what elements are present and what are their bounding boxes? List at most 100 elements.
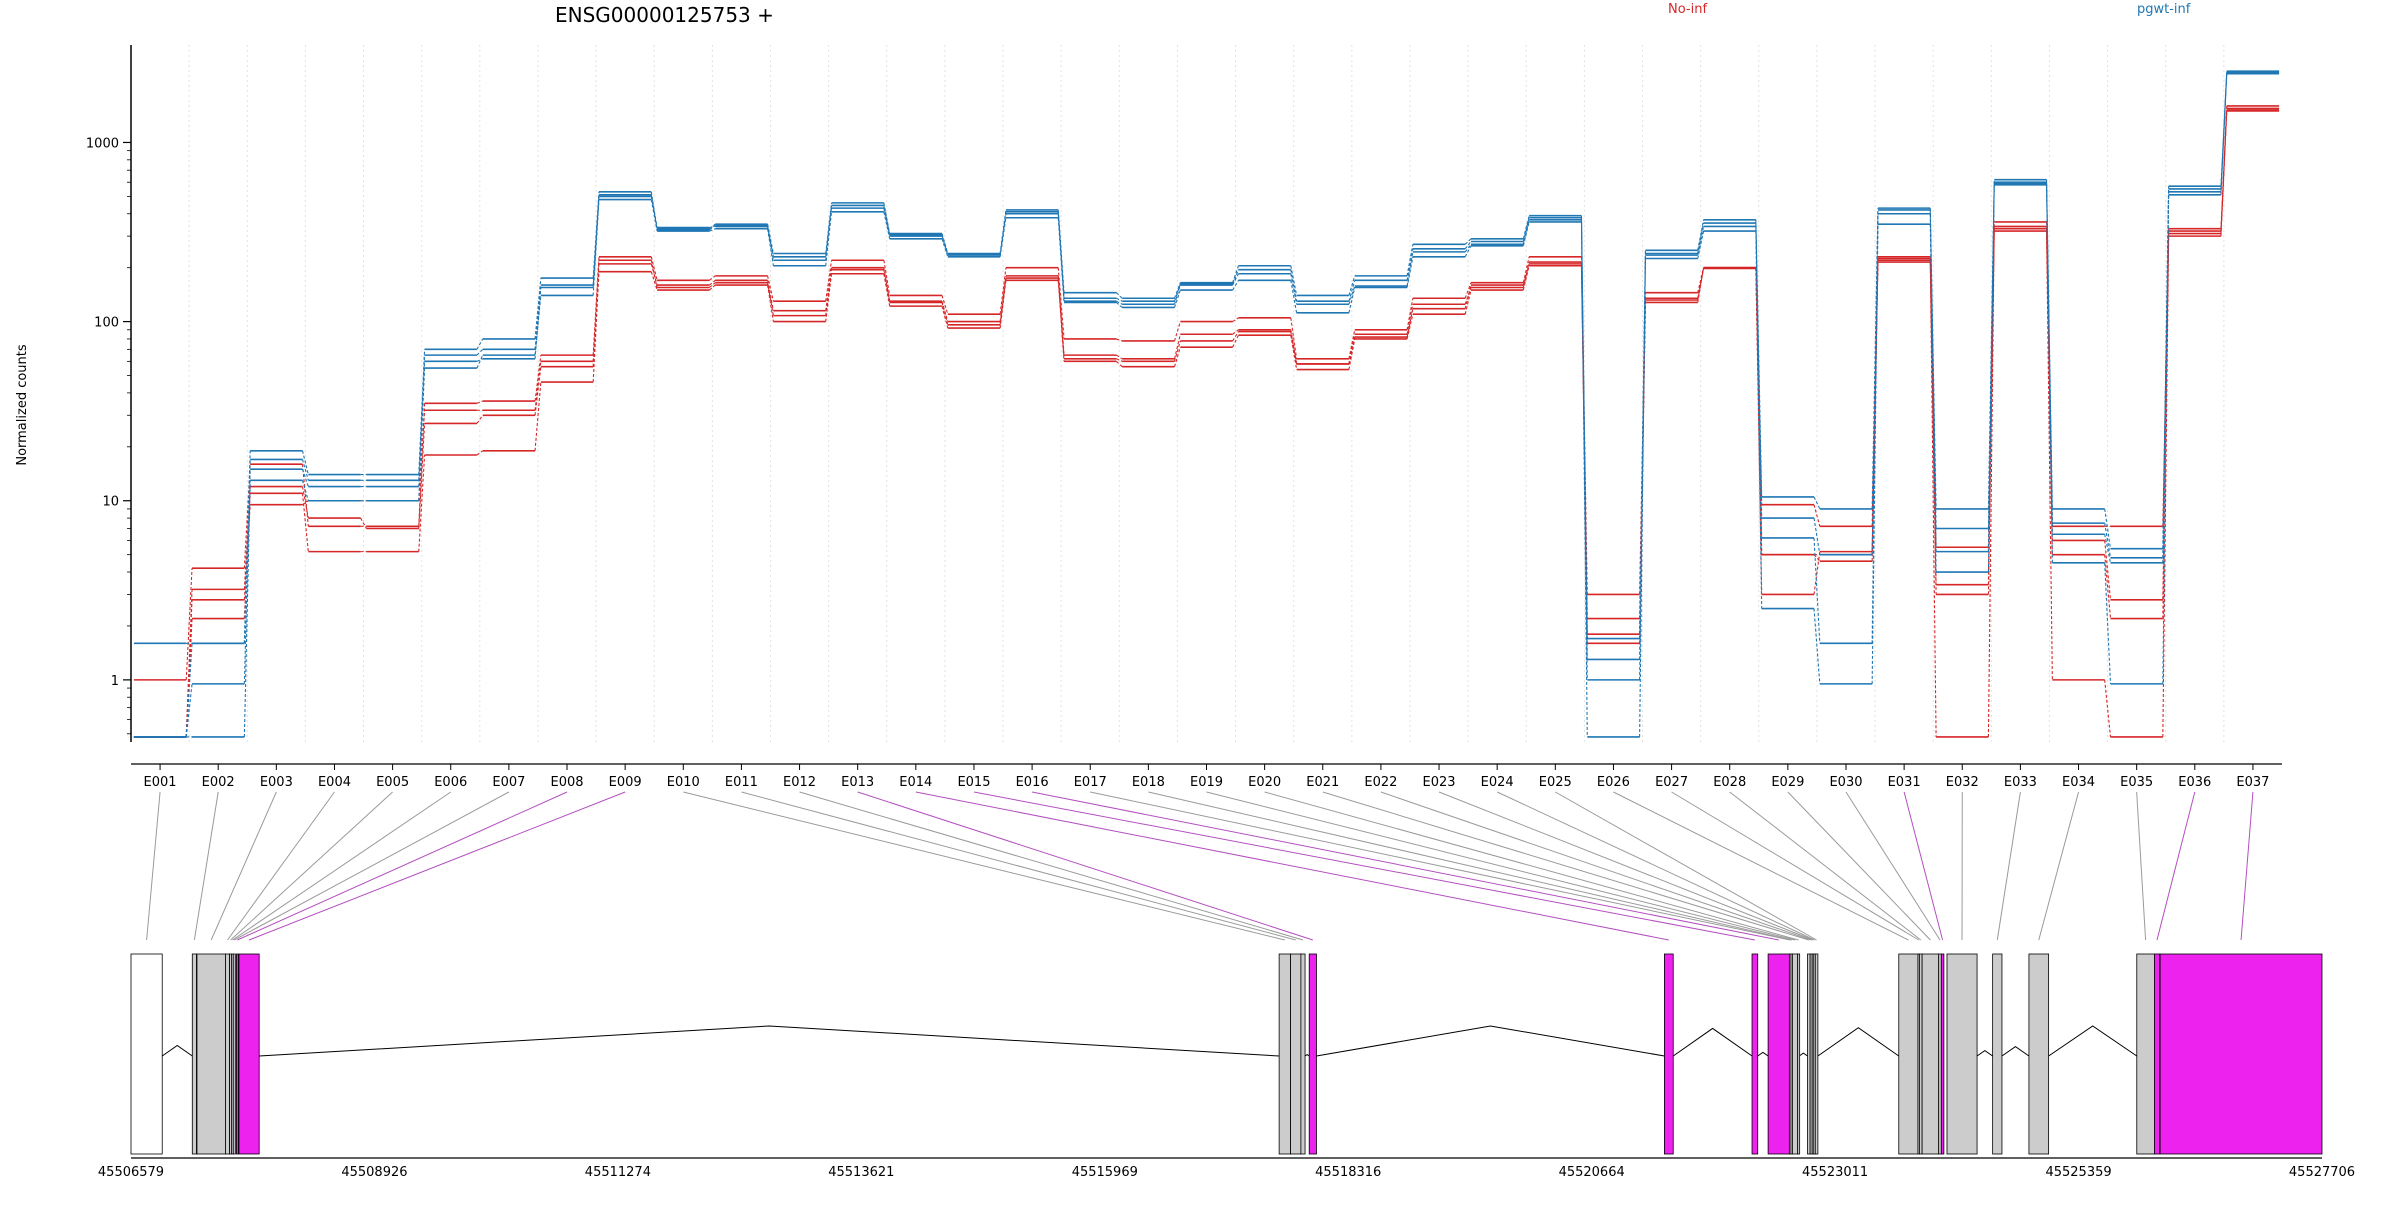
exon-block-e004 <box>225 954 229 1154</box>
intron-line <box>1305 1055 1309 1056</box>
exon-block-e020 <box>1798 954 1800 1154</box>
x-tick-label-e036: E036 <box>2178 775 2211 790</box>
y-tick-label: 100 <box>94 316 119 331</box>
connector-e012 <box>800 792 1303 940</box>
series-pgwt-inf-5 <box>134 73 2279 737</box>
y-tick-label: 10 <box>102 495 119 510</box>
x-tick-label-e015: E015 <box>957 775 990 790</box>
x-tick-label-e003: E003 <box>260 775 293 790</box>
x-tick-label-e008: E008 <box>550 775 583 790</box>
x-tick-label-e001: E001 <box>144 775 177 790</box>
exon-block-e013 <box>1309 954 1316 1154</box>
coord-label: 45515969 <box>1072 1165 1138 1180</box>
connector-e022 <box>1381 792 1811 940</box>
exon-block-e010 <box>1279 954 1290 1154</box>
intron-line <box>2002 1047 2029 1056</box>
connector-e008 <box>237 792 567 940</box>
x-tick-label-e021: E021 <box>1306 775 1339 790</box>
intron-line <box>162 1045 192 1056</box>
connector-e011 <box>741 792 1295 940</box>
connector-e020 <box>1265 792 1799 940</box>
exon-block-e029 <box>1922 954 1939 1154</box>
coord-label: 45525359 <box>2045 1165 2111 1180</box>
connector-e033 <box>1997 792 2020 940</box>
x-tick-label-e016: E016 <box>1016 775 1049 790</box>
connector-e015 <box>974 792 1755 940</box>
x-tick-label-e028: E028 <box>1713 775 1746 790</box>
intron-line <box>1673 1028 1752 1056</box>
connector-e007 <box>234 792 509 940</box>
exon-block-e001 <box>131 954 162 1154</box>
coord-label: 45513621 <box>828 1165 894 1180</box>
connector-e016 <box>1032 792 1779 940</box>
connector-e035 <box>2137 792 2146 940</box>
coord-label: 45523011 <box>1802 1165 1868 1180</box>
x-tick-label-e019: E019 <box>1190 775 1223 790</box>
series-transition <box>186 568 192 680</box>
x-tick-label-e012: E012 <box>783 775 816 790</box>
exon-block-e019 <box>1792 954 1797 1154</box>
intron-line <box>1316 1026 1664 1056</box>
x-tick-label-e006: E006 <box>434 775 467 790</box>
connector-e014 <box>916 792 1669 940</box>
series-pgwt-inf-4 <box>134 71 2279 643</box>
exon-block-e037 <box>2160 954 2322 1154</box>
series-transition <box>1581 218 1587 660</box>
exon-block-e007 <box>233 954 235 1154</box>
connector-e005 <box>231 792 393 940</box>
series-transition <box>535 285 541 349</box>
series-transition <box>1814 538 1820 643</box>
x-tick-label-e032: E032 <box>1946 775 1979 790</box>
connector-e006 <box>232 792 450 940</box>
exon-block-e003 <box>197 954 226 1154</box>
exon-block-e016 <box>1768 954 1789 1154</box>
x-tick-label-e025: E025 <box>1539 775 1572 790</box>
series-no-inf-1 <box>134 108 2279 737</box>
intron-line <box>1977 1051 1993 1056</box>
legend-pgwt-inf: pgwt-inf <box>2137 2 2191 17</box>
series-transition <box>2163 189 2169 558</box>
coord-label: 45506579 <box>98 1165 164 1180</box>
coord-label: 45511274 <box>585 1165 651 1180</box>
x-tick-label-e004: E004 <box>318 775 351 790</box>
x-tick-label-e018: E018 <box>1132 775 1165 790</box>
series-transition <box>1000 212 1006 254</box>
coord-label: 45520664 <box>1559 1165 1625 1180</box>
exon-block-e031 <box>1941 954 1944 1154</box>
exon-block-e036 <box>2154 954 2159 1154</box>
connector-e028 <box>1730 792 1921 940</box>
y-tick-label: 1000 <box>86 136 119 151</box>
connector-e029 <box>1788 792 1931 940</box>
x-tick-label-e010: E010 <box>667 775 700 790</box>
intron-line <box>1758 1052 1768 1056</box>
x-tick-label-e005: E005 <box>376 775 409 790</box>
x-tick-label-e007: E007 <box>492 775 525 790</box>
connector-e023 <box>1439 792 1813 940</box>
x-tick-label-e033: E033 <box>2004 775 2037 790</box>
exon-block-e014 <box>1664 954 1673 1154</box>
connector-e021 <box>1323 792 1809 940</box>
connector-e036 <box>2157 792 2195 940</box>
y-tick-label: 1 <box>111 674 119 689</box>
series-pgwt-inf-6 <box>134 74 2279 737</box>
connector-e024 <box>1497 792 1814 940</box>
x-tick-label-e011: E011 <box>725 775 758 790</box>
connector-e034 <box>2039 792 2079 940</box>
x-tick-label-e002: E002 <box>202 775 235 790</box>
x-tick-label-e014: E014 <box>899 775 932 790</box>
intron-line <box>1818 1028 1899 1056</box>
connector-e002 <box>194 792 218 940</box>
x-tick-label-e017: E017 <box>1074 775 1107 790</box>
x-tick-label-e035: E035 <box>2120 775 2153 790</box>
x-tick-label-e020: E020 <box>1248 775 1281 790</box>
exon-block-e032 <box>1947 954 1977 1154</box>
x-tick-label-e009: E009 <box>609 775 642 790</box>
coord-label: 45527706 <box>2289 1165 2355 1180</box>
connector-e037 <box>2241 792 2253 940</box>
connector-e001 <box>147 792 160 940</box>
exon-block-e034 <box>2029 954 2049 1154</box>
exon-block-e015 <box>1752 954 1758 1154</box>
x-tick-label-e027: E027 <box>1655 775 1688 790</box>
x-tick-label-e026: E026 <box>1597 775 1630 790</box>
